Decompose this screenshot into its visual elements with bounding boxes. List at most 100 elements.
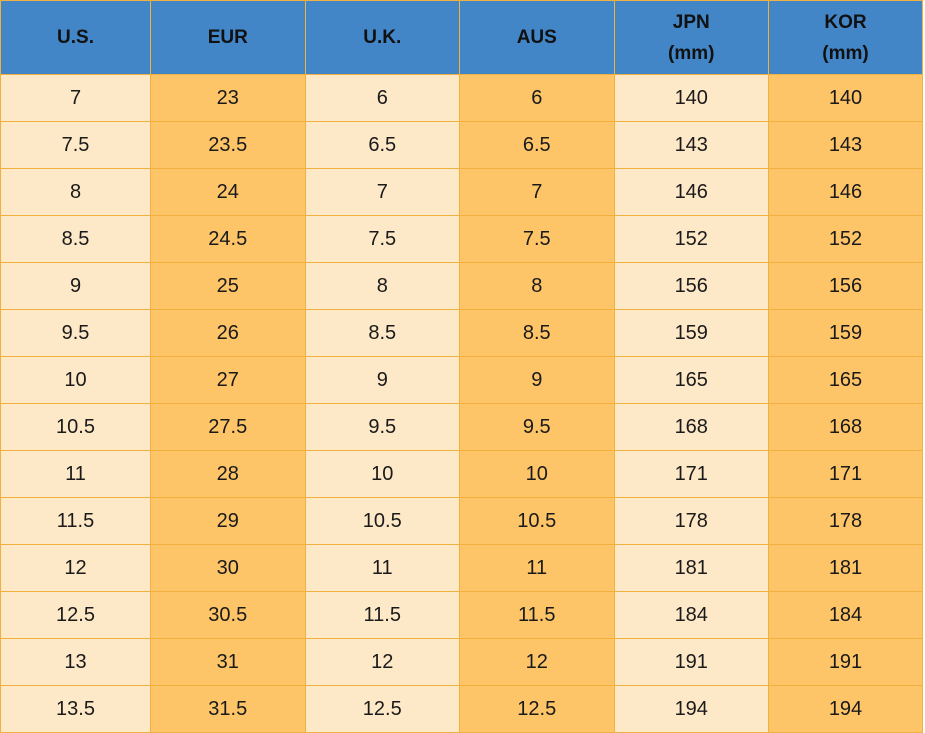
cell-eur: 23.5 (150, 121, 306, 169)
header-label: JPN (672, 11, 710, 33)
cell-aus: 12 (459, 638, 615, 686)
cell-kor: 194 (768, 685, 923, 733)
cell-kor: 140 (768, 74, 923, 122)
cell-aus: 7.5 (459, 215, 615, 263)
cell-kor: 146 (768, 168, 923, 216)
cell-eur: 31 (150, 638, 306, 686)
header-kor: KOR (mm) (768, 0, 923, 75)
cell-us: 12 (0, 544, 151, 592)
header-label: EUR (207, 27, 248, 48)
header-label: U.S. (57, 27, 94, 48)
cell-us: 12.5 (0, 591, 151, 639)
cell-kor: 143 (768, 121, 923, 169)
header-label: KOR (824, 11, 867, 33)
header-aus: AUS (459, 0, 615, 75)
cell-eur: 30.5 (150, 591, 306, 639)
cell-us: 11 (0, 450, 151, 498)
cell-jpn: 140 (613, 74, 769, 122)
cell-eur: 25 (150, 262, 306, 310)
table-row: 13 31 12 12 191 191 (0, 638, 923, 686)
cell-aus: 9.5 (459, 403, 615, 451)
table-row: 10.5 27.5 9.5 9.5 168 168 (0, 403, 923, 451)
cell-kor: 152 (768, 215, 923, 263)
cell-jpn: 168 (613, 403, 769, 451)
cell-uk: 9.5 (304, 403, 460, 451)
header-row: U.S. EUR U.K. AUS JPN (mm) KOR (mm) (0, 0, 923, 75)
cell-uk: 8 (304, 262, 460, 310)
table-row: 12.5 30.5 11.5 11.5 184 184 (0, 591, 923, 639)
cell-kor: 181 (768, 544, 923, 592)
cell-jpn: 191 (613, 638, 769, 686)
cell-eur: 27 (150, 356, 306, 404)
cell-jpn: 184 (613, 591, 769, 639)
cell-us: 8.5 (0, 215, 151, 263)
cell-us: 13 (0, 638, 151, 686)
cell-jpn: 156 (613, 262, 769, 310)
cell-jpn: 165 (613, 356, 769, 404)
cell-uk: 10 (304, 450, 460, 498)
cell-aus: 6.5 (459, 121, 615, 169)
cell-kor: 159 (768, 309, 923, 357)
cell-jpn: 146 (613, 168, 769, 216)
cell-kor: 178 (768, 497, 923, 545)
table-body: 7 23 6 6 140 140 7.5 23.5 6.5 6.5 143 143 8 24 7 7 146 14… (0, 74, 923, 733)
cell-kor: 171 (768, 450, 923, 498)
cell-uk: 11.5 (304, 591, 460, 639)
cell-eur: 28 (150, 450, 306, 498)
cell-eur: 27.5 (150, 403, 306, 451)
cell-aus: 12.5 (459, 685, 615, 733)
cell-uk: 8.5 (304, 309, 460, 357)
table-row: 11 28 10 10 171 171 (0, 450, 923, 498)
cell-eur: 24 (150, 168, 306, 216)
cell-us: 9 (0, 262, 151, 310)
header-us: U.S. (0, 0, 151, 75)
cell-us: 13.5 (0, 685, 151, 733)
cell-us: 9.5 (0, 309, 151, 357)
cell-us: 8 (0, 168, 151, 216)
header-label: AUS (516, 27, 557, 48)
table-row: 10 27 9 9 165 165 (0, 356, 923, 404)
cell-aus: 11.5 (459, 591, 615, 639)
cell-aus: 8 (459, 262, 615, 310)
cell-kor: 184 (768, 591, 923, 639)
cell-uk: 12 (304, 638, 460, 686)
header-label: U.K. (363, 27, 402, 48)
cell-jpn: 171 (613, 450, 769, 498)
cell-kor: 156 (768, 262, 923, 310)
cell-jpn: 152 (613, 215, 769, 263)
cell-uk: 12.5 (304, 685, 460, 733)
cell-jpn: 181 (613, 544, 769, 592)
table-row: 9 25 8 8 156 156 (0, 262, 923, 310)
cell-us: 10.5 (0, 403, 151, 451)
header-unit: (mm) (668, 42, 715, 64)
table-row: 7 23 6 6 140 140 (0, 74, 923, 122)
table-row: 13.5 31.5 12.5 12.5 194 194 (0, 685, 923, 733)
cell-uk: 9 (304, 356, 460, 404)
cell-aus: 7 (459, 168, 615, 216)
cell-aus: 10 (459, 450, 615, 498)
table-row: 8.5 24.5 7.5 7.5 152 152 (0, 215, 923, 263)
cell-kor: 191 (768, 638, 923, 686)
cell-eur: 29 (150, 497, 306, 545)
cell-us: 7 (0, 74, 151, 122)
cell-us: 10 (0, 356, 151, 404)
header-uk: U.K. (304, 0, 460, 75)
header-eur: EUR (150, 0, 306, 75)
cell-aus: 9 (459, 356, 615, 404)
cell-jpn: 178 (613, 497, 769, 545)
table-row: 7.5 23.5 6.5 6.5 143 143 (0, 121, 923, 169)
cell-uk: 6 (304, 74, 460, 122)
cell-jpn: 159 (613, 309, 769, 357)
cell-us: 11.5 (0, 497, 151, 545)
cell-uk: 11 (304, 544, 460, 592)
cell-kor: 168 (768, 403, 923, 451)
cell-kor: 165 (768, 356, 923, 404)
cell-eur: 24.5 (150, 215, 306, 263)
cell-uk: 7.5 (304, 215, 460, 263)
table-row: 12 30 11 11 181 181 (0, 544, 923, 592)
cell-jpn: 143 (613, 121, 769, 169)
table-row: 8 24 7 7 146 146 (0, 168, 923, 216)
cell-aus: 11 (459, 544, 615, 592)
table-row: 9.5 26 8.5 8.5 159 159 (0, 309, 923, 357)
header-unit: (mm) (822, 42, 869, 64)
